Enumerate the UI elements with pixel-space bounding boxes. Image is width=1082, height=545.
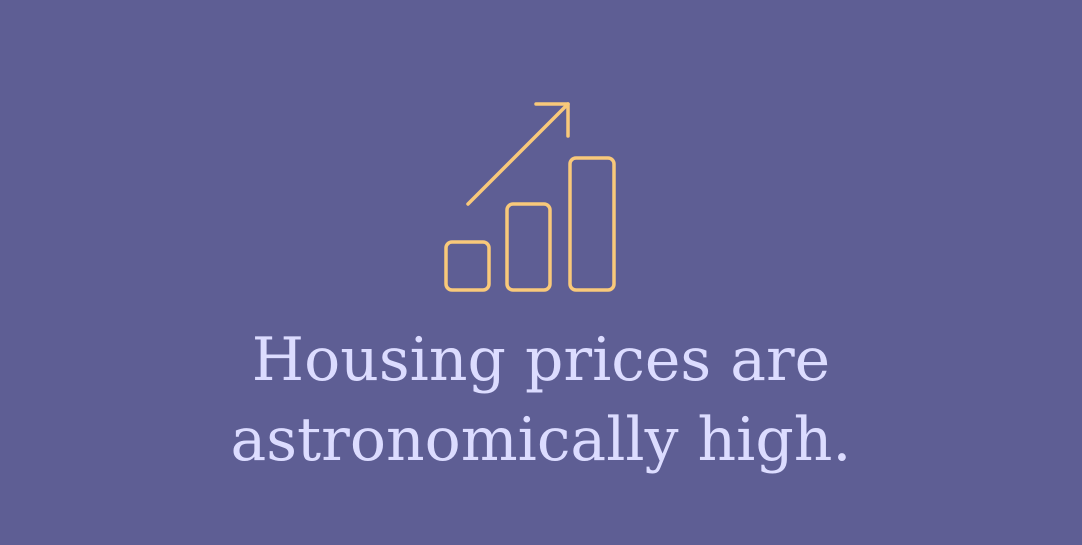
bar-chart-growth-icon	[436, 92, 626, 302]
headline-line-2: astronomically high.	[230, 405, 852, 475]
arrow-head	[534, 102, 570, 138]
headline-line-1: Housing prices are	[251, 325, 831, 395]
arrow-line	[466, 102, 570, 206]
bar-small	[444, 240, 491, 292]
bar-large	[568, 156, 616, 292]
headline: Housing prices are astronomically high.	[0, 320, 1082, 480]
bar-medium	[505, 202, 552, 292]
